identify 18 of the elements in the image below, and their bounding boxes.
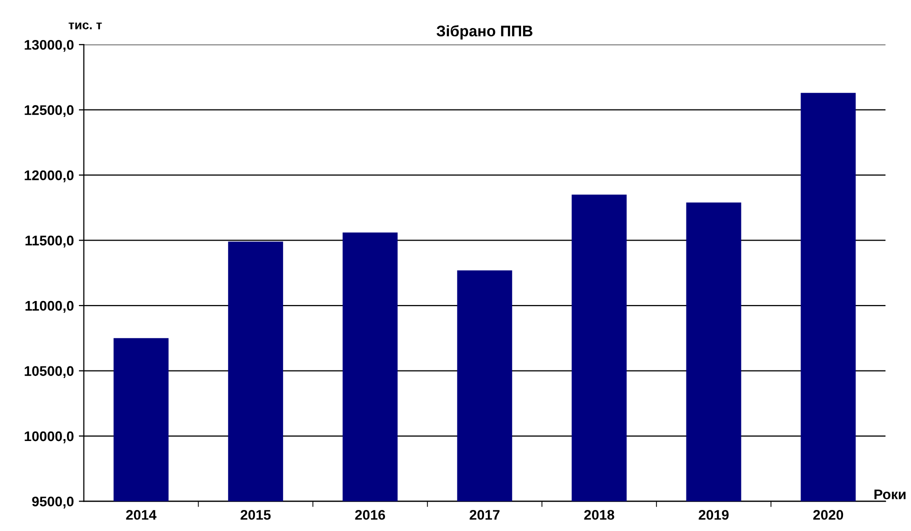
y-tick-label: 12000,0 bbox=[24, 170, 74, 182]
y-tick-label: 12500,0 bbox=[24, 105, 74, 118]
x-tick-label: 2014 bbox=[126, 510, 156, 520]
chart-title: Зібрано ППВ bbox=[436, 25, 532, 40]
y-tick-label: 10500,0 bbox=[24, 366, 74, 378]
x-tick-label: 2016 bbox=[355, 510, 386, 520]
x-tick-label: 2015 bbox=[240, 510, 271, 520]
x-tick-label: 2020 bbox=[813, 510, 844, 520]
x-tick-label: 2018 bbox=[584, 510, 614, 520]
y-tick-label: 9500,0 bbox=[32, 496, 74, 508]
y-tick-label: 13000,0 bbox=[24, 40, 74, 52]
x-axis-title: Роки bbox=[874, 490, 906, 500]
y-axis-title: тис. т bbox=[68, 22, 102, 30]
y-tick-label: 10000,0 bbox=[24, 431, 74, 444]
x-tick-label: 2019 bbox=[698, 510, 729, 520]
y-tick-label: 11000,0 bbox=[26, 300, 74, 313]
y-tick-label: 11500,0 bbox=[26, 236, 74, 248]
x-tick-label: 2017 bbox=[470, 510, 500, 520]
